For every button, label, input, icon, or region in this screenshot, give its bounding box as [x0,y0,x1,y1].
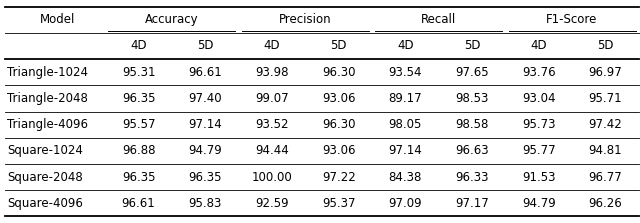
Text: 5D: 5D [330,39,347,52]
Text: 95.31: 95.31 [122,66,156,79]
Text: 97.09: 97.09 [388,197,422,210]
Text: 96.33: 96.33 [455,171,489,184]
Text: 4D: 4D [397,39,413,52]
Text: 93.52: 93.52 [255,118,289,131]
Text: 94.81: 94.81 [589,144,622,157]
Text: Triangle-4096: Triangle-4096 [7,118,88,131]
Text: 92.59: 92.59 [255,197,289,210]
Text: 96.61: 96.61 [188,66,222,79]
Text: 5D: 5D [197,39,214,52]
Text: 4D: 4D [531,39,547,52]
Text: 99.07: 99.07 [255,92,289,105]
Text: Triangle-2048: Triangle-2048 [7,92,88,105]
Text: 93.06: 93.06 [322,92,355,105]
Text: 96.26: 96.26 [589,197,622,210]
Text: Triangle-1024: Triangle-1024 [7,66,88,79]
Text: 94.44: 94.44 [255,144,289,157]
Text: 91.53: 91.53 [522,171,556,184]
Text: 93.06: 93.06 [322,144,355,157]
Text: 95.77: 95.77 [522,144,556,157]
Text: 93.54: 93.54 [388,66,422,79]
Text: 95.73: 95.73 [522,118,556,131]
Text: 96.63: 96.63 [455,144,489,157]
Text: 96.88: 96.88 [122,144,156,157]
Text: 95.37: 95.37 [322,197,355,210]
Text: Square-4096: Square-4096 [7,197,83,210]
Text: F1-Score: F1-Score [547,13,598,26]
Text: 84.38: 84.38 [388,171,422,184]
Text: 94.79: 94.79 [522,197,556,210]
Text: 97.14: 97.14 [188,118,222,131]
Text: 93.04: 93.04 [522,92,556,105]
Text: 95.71: 95.71 [589,92,622,105]
Text: 96.35: 96.35 [122,92,156,105]
Text: 97.14: 97.14 [388,144,422,157]
Text: 97.42: 97.42 [589,118,622,131]
Text: 5D: 5D [464,39,480,52]
Text: 97.17: 97.17 [455,197,489,210]
Text: 97.40: 97.40 [188,92,222,105]
Text: Recall: Recall [421,13,456,26]
Text: Square-1024: Square-1024 [7,144,83,157]
Text: 96.77: 96.77 [589,171,622,184]
Text: 93.76: 93.76 [522,66,556,79]
Text: Precision: Precision [279,13,332,26]
Text: 97.22: 97.22 [322,171,355,184]
Text: 96.35: 96.35 [122,171,156,184]
Text: Accuracy: Accuracy [145,13,199,26]
Text: 93.98: 93.98 [255,66,289,79]
Text: Square-2048: Square-2048 [7,171,83,184]
Text: 5D: 5D [597,39,614,52]
Text: 95.57: 95.57 [122,118,156,131]
Text: 96.30: 96.30 [322,66,355,79]
Text: 98.05: 98.05 [388,118,422,131]
Text: 4D: 4D [264,39,280,52]
Text: 94.79: 94.79 [188,144,222,157]
Text: 96.97: 96.97 [589,66,622,79]
Text: Model: Model [40,13,76,26]
Text: 98.53: 98.53 [455,92,489,105]
Text: 96.35: 96.35 [189,171,222,184]
Text: 4D: 4D [131,39,147,52]
Text: 95.83: 95.83 [189,197,222,210]
Text: 96.61: 96.61 [122,197,156,210]
Text: 100.00: 100.00 [252,171,292,184]
Text: 96.30: 96.30 [322,118,355,131]
Text: 97.65: 97.65 [455,66,489,79]
Text: 89.17: 89.17 [388,92,422,105]
Text: 98.58: 98.58 [455,118,489,131]
